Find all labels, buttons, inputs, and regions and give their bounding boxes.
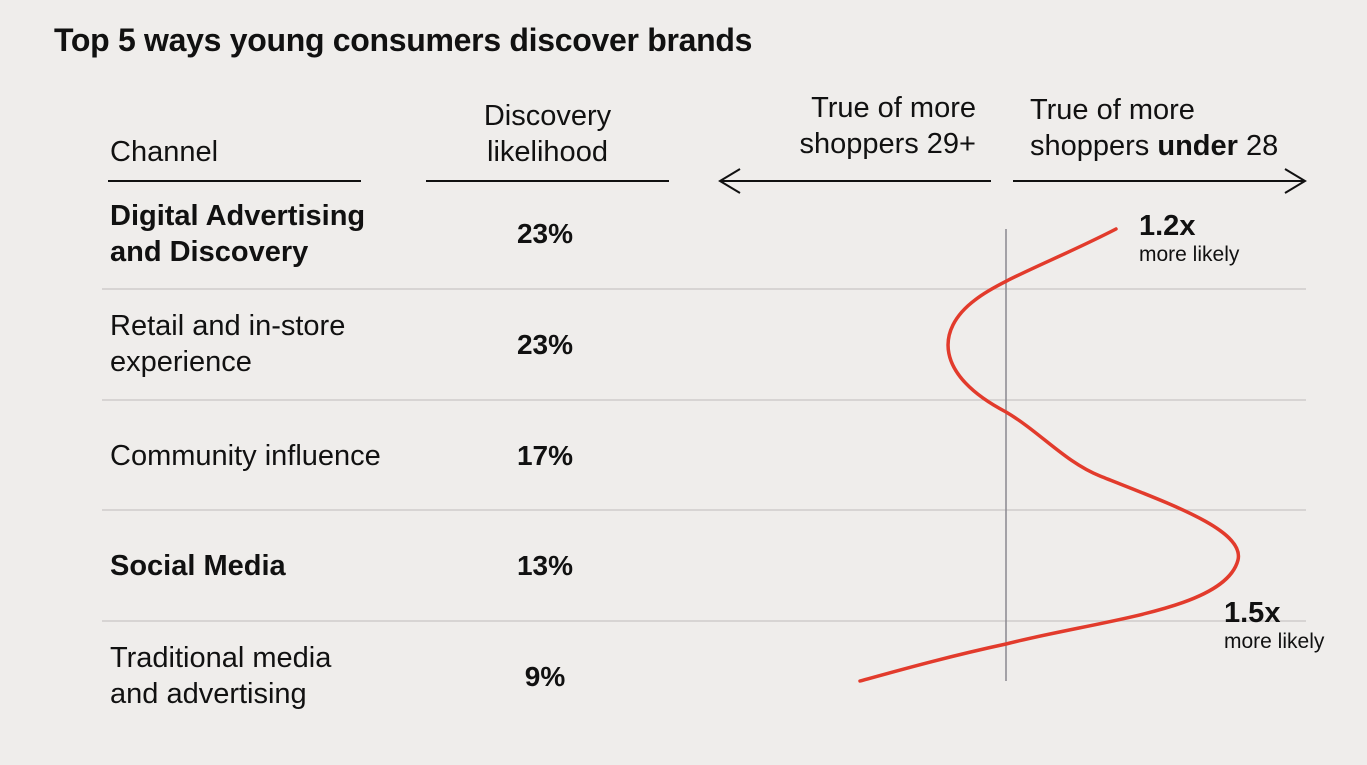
row-label-line1: Retail and in-store xyxy=(110,310,346,342)
row-label-social-media: Social Media xyxy=(110,550,286,582)
header-older-line2: shoppers 29+ xyxy=(799,128,976,160)
row-label-retail: Retail and in-store experience xyxy=(110,308,345,380)
header-likelihood-line1: Discovery xyxy=(483,100,612,132)
annotation-social-media: 1.5x more likely xyxy=(1224,597,1324,655)
annotation-digital-advertising: 1.2x more likely xyxy=(1139,210,1239,268)
row-value-traditional-media: 9% xyxy=(524,661,566,692)
annotation-multiplier: 1.5x xyxy=(1224,597,1281,629)
row-label-line2: experience xyxy=(110,346,252,378)
row-label-line2: and advertising xyxy=(110,678,307,710)
row-value-community: 17% xyxy=(516,440,574,471)
row-value-retail: 23% xyxy=(516,329,574,360)
skew-curve xyxy=(858,227,1241,683)
header-younger-line2: shoppers under 28 xyxy=(1030,128,1278,164)
row-value-social-media: 13% xyxy=(516,550,574,581)
row-label-line2: and Discovery xyxy=(110,236,309,268)
annotation-text: more likely xyxy=(1224,630,1325,653)
row-label-digital-advertising: Digital Advertising and Discovery xyxy=(110,198,365,270)
chart-title: Top 5 ways young consumers discover bran… xyxy=(54,22,753,58)
header-younger-line2-post: 28 xyxy=(1246,130,1279,162)
arrow-left-head xyxy=(718,168,741,194)
header-younger-line2-pre: shoppers xyxy=(1030,130,1150,162)
header-older-shoppers: True of more shoppers 29+ xyxy=(718,90,976,162)
annotation-text: more likely xyxy=(1139,243,1240,266)
arrow-right-head xyxy=(1284,168,1307,194)
header-younger-line1: True of more xyxy=(1030,94,1195,126)
row-label-community: Community influence xyxy=(110,440,381,472)
annotation-multiplier: 1.2x xyxy=(1139,210,1196,242)
row-label-traditional-media: Traditional media and advertising xyxy=(110,640,331,712)
header-younger-shoppers: True of more shoppers under 28 xyxy=(1030,92,1278,164)
header-likelihood-line2: likelihood xyxy=(487,136,608,168)
row-label-line1: Traditional media xyxy=(110,642,332,674)
row-label-line1: Digital Advertising xyxy=(110,200,366,232)
header-channel: Channel xyxy=(110,136,219,168)
header-older-line1: True of more xyxy=(811,92,976,124)
header-discovery-likelihood: Discovery likelihood xyxy=(425,98,670,170)
row-value-digital-advertising: 23% xyxy=(516,218,574,249)
header-younger-line2-bold: under xyxy=(1157,130,1238,162)
